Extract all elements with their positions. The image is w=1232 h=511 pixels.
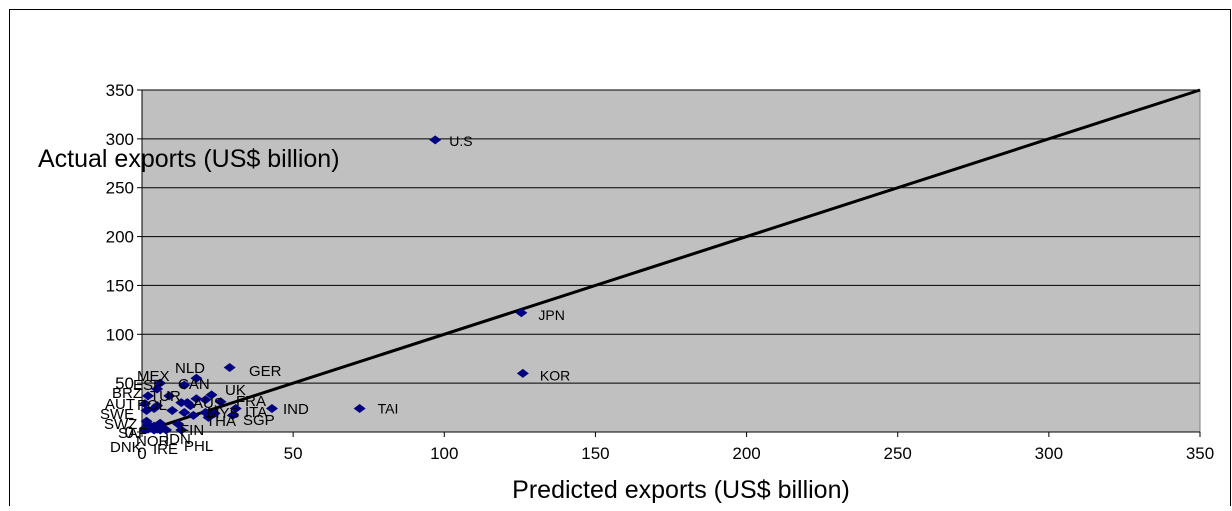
y-tick-label: 200 xyxy=(106,228,134,247)
data-point-sgp xyxy=(226,410,239,420)
point-label: TAI xyxy=(378,401,399,417)
point-label: MYS xyxy=(207,405,240,422)
data-point xyxy=(187,410,200,420)
x-tick-label: 350 xyxy=(1186,444,1214,463)
point-label: AUS xyxy=(193,395,224,412)
point-label: AUT xyxy=(105,396,135,413)
y-axis-title: Actual exports (US$ billion) xyxy=(38,145,340,173)
point-label: GER xyxy=(249,363,282,380)
data-point-pol xyxy=(151,401,164,411)
data-point-aut xyxy=(139,399,152,409)
point-label: TUR xyxy=(150,388,181,405)
point-label: IRE xyxy=(153,441,178,458)
data-point xyxy=(178,407,191,417)
data-point-uk xyxy=(205,390,218,400)
data-point-swz xyxy=(140,416,153,426)
data-point xyxy=(199,395,212,405)
point-label: JPN xyxy=(538,307,564,323)
data-point-phl xyxy=(175,425,188,435)
y-tick-label: 250 xyxy=(106,179,134,198)
data-point-aus xyxy=(181,398,194,408)
reference-line xyxy=(141,88,1201,434)
data-point-ire xyxy=(154,425,167,435)
x-axis-title: Predicted exports (US$ billion) xyxy=(512,476,850,504)
data-point-brz xyxy=(142,391,155,401)
y-tick-label: 0 xyxy=(125,423,134,442)
data-point xyxy=(175,398,188,408)
data-point-kor xyxy=(516,368,529,378)
point-label: CAN xyxy=(178,376,210,393)
point-label: ITA xyxy=(245,404,267,421)
data-points xyxy=(139,135,529,435)
point-label: FRA xyxy=(236,393,266,410)
point-label: UK xyxy=(225,382,246,399)
point-label: SWE xyxy=(100,406,134,423)
x-axis-ticks: 0 50 100 150 200 250 300 350 xyxy=(137,431,1214,463)
data-point-tur xyxy=(163,391,176,401)
point-label: SGP xyxy=(243,412,275,429)
point-label: IND xyxy=(283,401,309,418)
point-label: THA xyxy=(206,413,236,430)
data-point-nld xyxy=(190,373,203,383)
data-point-tai xyxy=(353,404,366,414)
data-point-ita xyxy=(229,404,242,414)
point-label: U.S xyxy=(449,133,472,149)
y-tick-label: 300 xyxy=(106,130,134,149)
point-label: SAF xyxy=(118,425,147,442)
point-label: MEX xyxy=(137,368,170,385)
data-point-ger xyxy=(223,363,236,373)
x-tick-label: 200 xyxy=(732,444,760,463)
x-tick-label: 100 xyxy=(430,444,458,463)
data-point-can xyxy=(178,380,191,390)
point-label: PHL xyxy=(184,438,213,455)
y-axis-ticks: 0 50 100 150 200 250 300 350 xyxy=(106,81,143,442)
point-label: KOR xyxy=(540,367,570,383)
data-point-dnk xyxy=(139,425,152,435)
y-tick-label: 100 xyxy=(106,325,134,344)
point-label: SWZ xyxy=(104,416,137,433)
point-label: POL xyxy=(137,397,167,414)
data-point-idn xyxy=(160,425,173,435)
data-point-swe xyxy=(140,406,153,416)
data-point-us xyxy=(429,135,442,145)
data-point-jpn xyxy=(515,308,528,318)
x-tick-label: 300 xyxy=(1035,444,1063,463)
data-point xyxy=(166,406,179,416)
point-label: DNK xyxy=(110,439,142,456)
data-point-nor xyxy=(148,425,161,435)
data-point-fra xyxy=(214,397,227,407)
point-label: ESP xyxy=(133,377,163,394)
point-label: IDN xyxy=(165,431,191,448)
point-label: BRZ xyxy=(112,385,142,402)
y-tick-label: 150 xyxy=(106,276,134,295)
x-tick-label: 0 xyxy=(137,444,146,463)
x-tick-label: 50 xyxy=(284,444,303,463)
point-label: NOR xyxy=(136,433,170,450)
data-point-ind xyxy=(265,404,278,414)
point-label: FIN xyxy=(180,422,204,439)
data-point-esp xyxy=(151,384,164,394)
point-label: NLD xyxy=(175,360,205,377)
x-tick-label: 150 xyxy=(581,444,609,463)
y-tick-label: 350 xyxy=(106,81,134,100)
data-point xyxy=(190,394,203,404)
data-point-tha xyxy=(202,412,215,422)
y-tick-label: 50 xyxy=(115,374,134,393)
x-tick-label: 250 xyxy=(884,444,912,463)
